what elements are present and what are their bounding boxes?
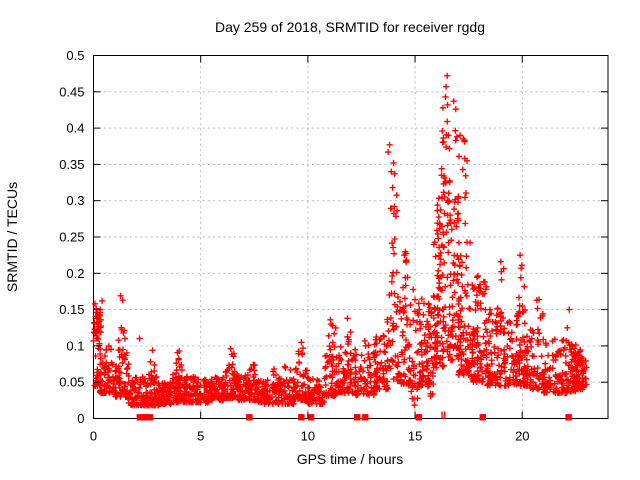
y-tick-label: 0.25	[59, 230, 84, 245]
zero-square-marker	[415, 414, 423, 421]
y-tick-label: 0.45	[59, 84, 84, 99]
zero-square-marker	[136, 414, 143, 421]
zero-square-marker	[362, 414, 369, 421]
y-tick-label: 0.05	[59, 375, 84, 390]
y-tick-label: 0.3	[66, 193, 84, 208]
data-points	[90, 72, 590, 409]
zero-square-marker	[479, 414, 486, 421]
y-tick-label: 0.4	[66, 121, 84, 136]
y-tick-label: 0.5	[66, 48, 84, 63]
zero-square-marker	[354, 414, 361, 421]
y-tick-label: 0	[77, 411, 84, 426]
zero-square-marker	[307, 414, 315, 421]
x-tick-label: 15	[408, 429, 422, 444]
tick-labels: 0 0.05 0.1 0.15 0.2 0.25 0.3 0.35 0.4 0.45 0.5 0 5 10…	[59, 48, 529, 444]
y-tick-label: 0.2	[66, 266, 84, 281]
zero-bar-marker	[443, 411, 446, 419]
zero-square-marker	[246, 414, 253, 421]
y-tick-label: 0.1	[66, 338, 84, 353]
x-tick-label: 20	[515, 429, 529, 444]
zero-value-markers	[136, 411, 572, 421]
y-tick-label: 0.35	[59, 157, 84, 172]
x-tick-label: 10	[301, 429, 315, 444]
plot-layers: 0 0.05 0.1 0.15 0.2 0.25 0.3 0.35 0.4 0.45 0.5 0 5 10…	[59, 48, 609, 444]
zero-square-marker	[565, 414, 572, 421]
tick-marks	[93, 55, 608, 419]
y-axis-label: SRMTID / TECUs	[4, 182, 20, 292]
zero-square-marker	[298, 414, 305, 421]
x-tick-label: 5	[197, 429, 204, 444]
zero-square-marker	[146, 414, 154, 421]
zero-square-marker	[142, 414, 149, 421]
x-tick-label: 0	[90, 429, 97, 444]
y-tick-label: 0.15	[59, 302, 84, 317]
chart-title: Day 259 of 2018, SRMTID for receiver rgd…	[215, 19, 485, 35]
zero-bar-marker	[441, 411, 443, 419]
x-axis-label: GPS time / hours	[297, 451, 404, 467]
